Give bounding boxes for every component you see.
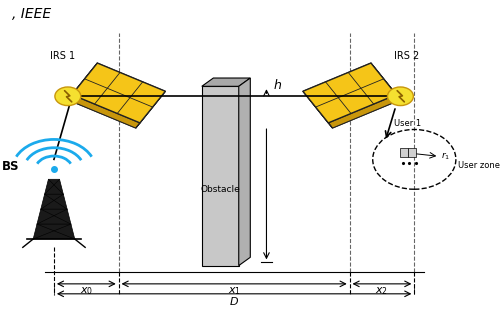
Text: User zone: User zone	[457, 161, 499, 170]
Polygon shape	[72, 63, 165, 123]
Polygon shape	[93, 63, 165, 96]
Polygon shape	[41, 194, 67, 209]
Polygon shape	[302, 91, 332, 128]
Polygon shape	[135, 91, 165, 128]
Text: IRS 2: IRS 2	[393, 51, 418, 61]
Polygon shape	[37, 209, 71, 224]
Polygon shape	[68, 95, 140, 128]
Text: , IEEE: , IEEE	[13, 7, 52, 21]
Polygon shape	[328, 95, 400, 128]
Text: Obstacle: Obstacle	[200, 185, 239, 194]
Bar	[407, 148, 415, 157]
Polygon shape	[307, 68, 400, 128]
Polygon shape	[302, 63, 374, 96]
Text: $x_0$: $x_0$	[80, 286, 93, 297]
Polygon shape	[33, 224, 75, 239]
Text: IRS 1: IRS 1	[50, 51, 75, 61]
Text: $h$: $h$	[273, 78, 282, 92]
Text: $D$: $D$	[228, 295, 238, 307]
Polygon shape	[201, 78, 250, 86]
Polygon shape	[370, 63, 400, 100]
Polygon shape	[68, 68, 161, 128]
Polygon shape	[68, 63, 97, 100]
Circle shape	[387, 87, 412, 106]
Text: BS: BS	[2, 159, 19, 173]
Text: $r_1$: $r_1$	[440, 150, 449, 162]
Polygon shape	[302, 63, 395, 123]
Text: User 1: User 1	[394, 119, 421, 128]
Bar	[400, 148, 407, 157]
Text: $x_1$: $x_1$	[227, 286, 240, 297]
Polygon shape	[238, 78, 250, 266]
Circle shape	[55, 87, 81, 106]
Text: $x_2$: $x_2$	[375, 286, 388, 297]
Polygon shape	[201, 86, 238, 266]
Polygon shape	[45, 179, 63, 194]
